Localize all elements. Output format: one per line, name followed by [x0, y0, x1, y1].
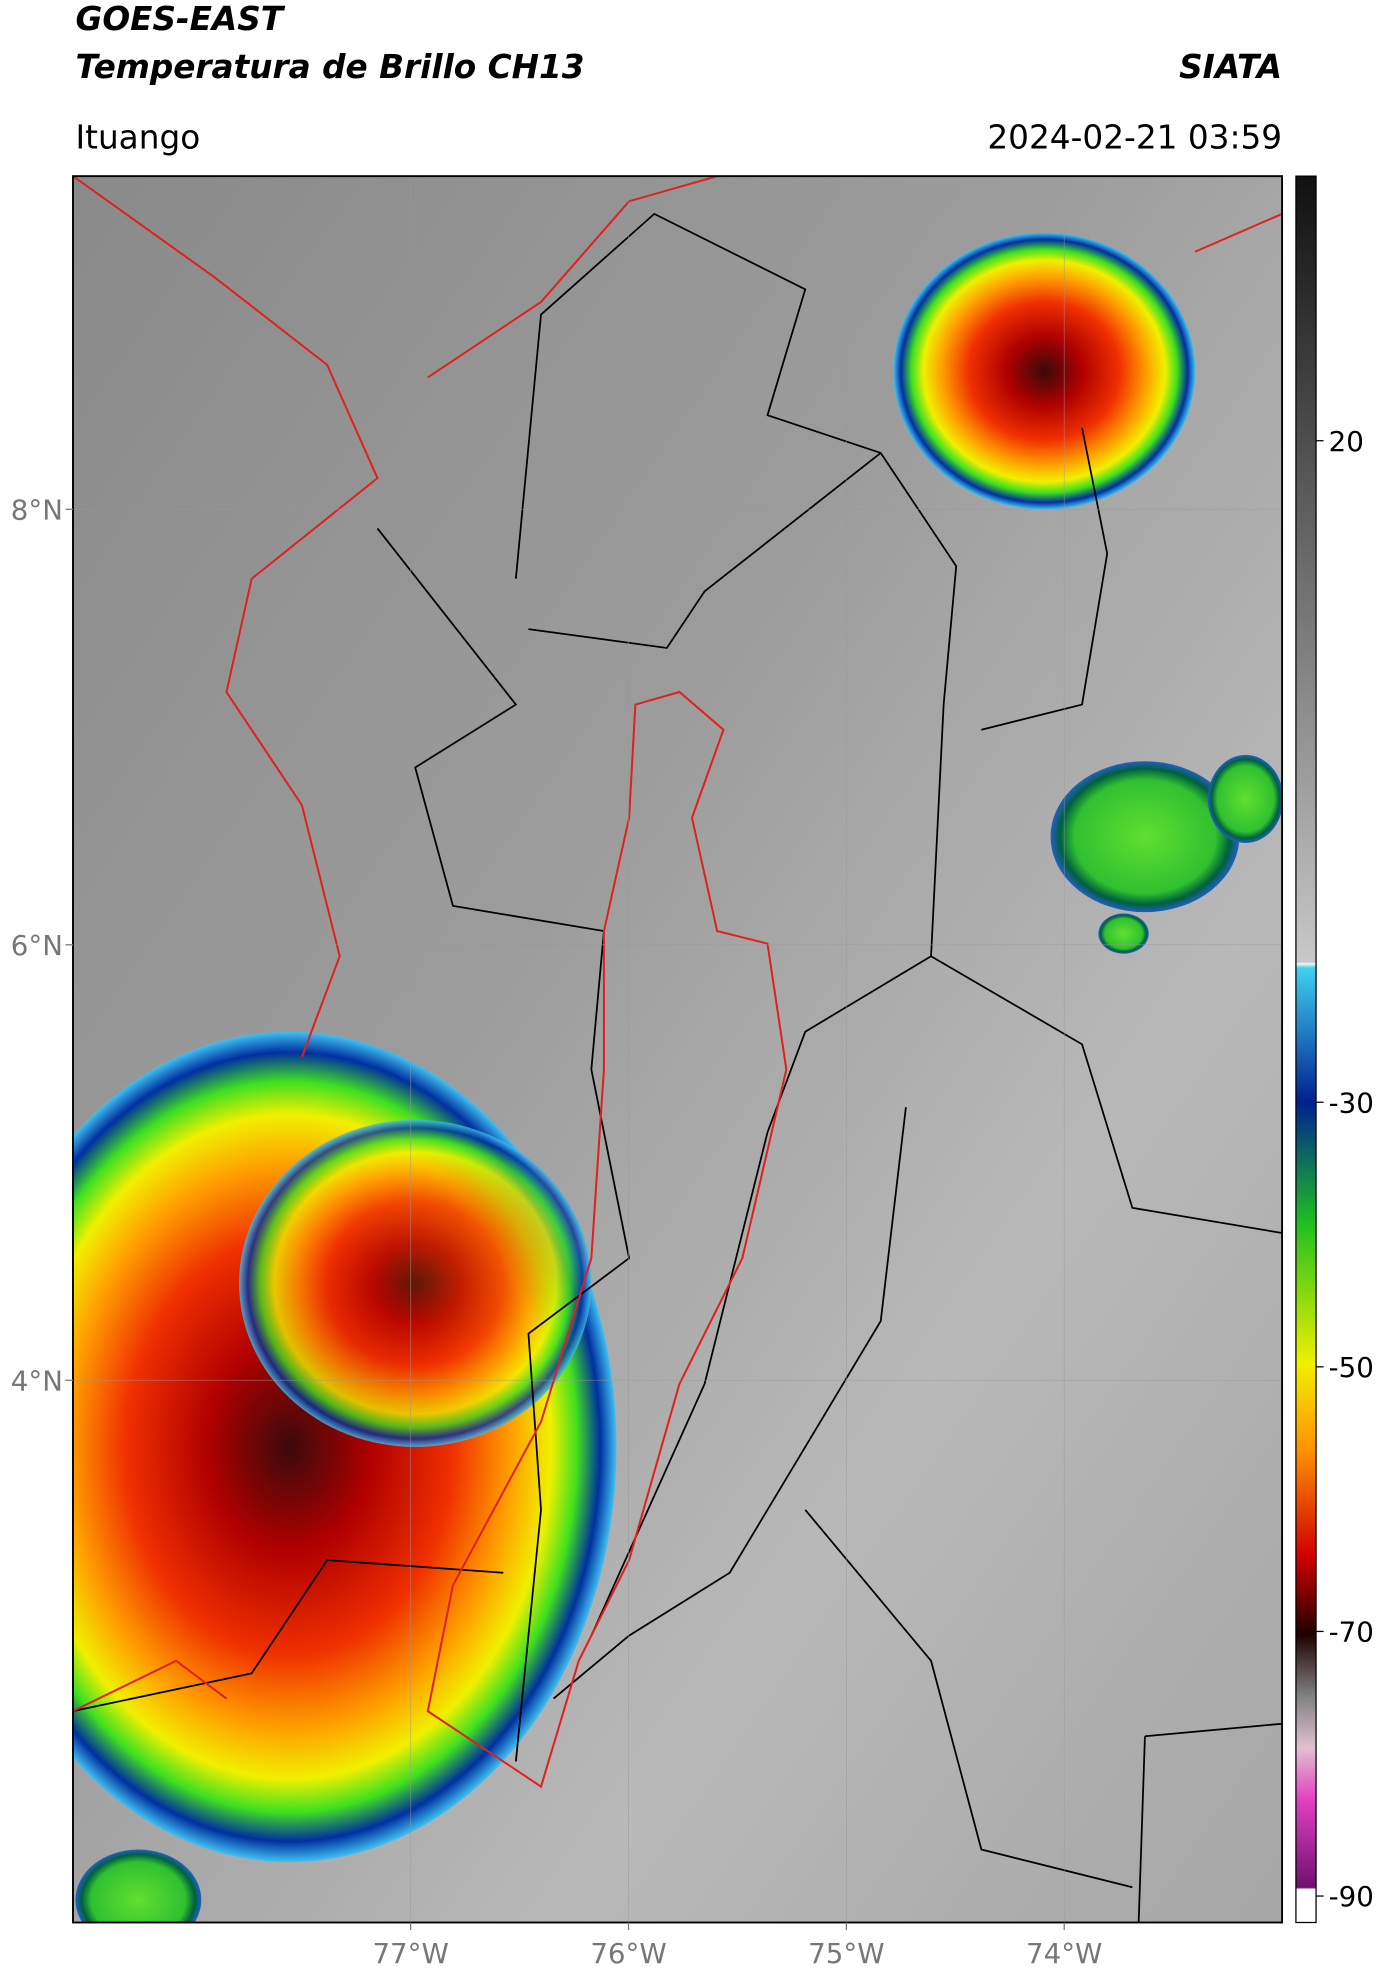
datetime: 2024-02-21 03:59 — [987, 118, 1282, 156]
y-tick-label: 4°N — [11, 1364, 63, 1397]
y-tick-label: 6°N — [11, 929, 63, 962]
colorbar-label: 20 — [1329, 425, 1364, 458]
x-tick-label: 75°W — [808, 1937, 884, 1970]
map-frame — [72, 175, 1284, 1924]
colorbar-label: -90 — [1329, 1880, 1374, 1913]
colorbar-label: -50 — [1329, 1351, 1374, 1384]
title: GOES-EAST — [75, 0, 285, 38]
colorbar — [1295, 175, 1317, 1924]
y-tick-label: 8°N — [11, 493, 63, 526]
x-tick-label: 76°W — [590, 1937, 666, 1970]
map — [72, 176, 1283, 1923]
agency: SIATA — [1179, 48, 1282, 86]
x-tick-label: 74°W — [1026, 1937, 1102, 1970]
colorbar-label: -70 — [1329, 1616, 1374, 1649]
location: Ituango — [75, 118, 200, 156]
subtitle: Temperatura de Brillo CH13 — [75, 48, 584, 86]
colorbar-label: -30 — [1329, 1086, 1374, 1119]
x-tick-label: 77°W — [372, 1937, 448, 1970]
